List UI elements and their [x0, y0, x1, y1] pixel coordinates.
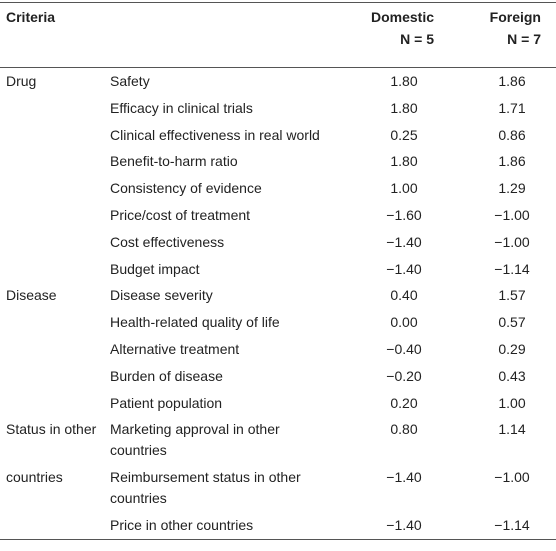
criterion: Safety	[110, 73, 150, 89]
criterion: Alternative treatment	[110, 340, 240, 357]
criterion: Burden of disease	[110, 367, 223, 384]
table-row: Cost effectiveness −1.40 −1.00	[0, 229, 556, 256]
domestic-value: 0.00	[390, 314, 418, 331]
domestic-value: 1.00	[390, 180, 418, 197]
criterion: Consistency of evidence	[110, 180, 262, 197]
domestic-value: −1.40	[386, 233, 422, 250]
table-row: Efficacy in clinical trials 1.80 1.71	[0, 95, 556, 122]
group-label: Status in other	[6, 421, 97, 438]
foreign-value: −1.14	[494, 260, 530, 277]
foreign-value: 1.57	[498, 287, 526, 304]
criterion: Benefit-to-harm ratio	[110, 153, 238, 170]
foreign-value: 1.29	[498, 180, 526, 197]
domestic-value: 1.80	[390, 99, 418, 116]
criterion: Reimbursement status in other countries	[110, 469, 301, 507]
foreign-value: −1.00	[494, 233, 530, 250]
domestic-value: 0.25	[390, 126, 418, 143]
criterion: Health-related quality of life	[110, 314, 280, 331]
table-row: Health-related quality of life 0.00 0.57	[0, 309, 556, 336]
foreign-value: 0.57	[498, 314, 526, 331]
table-body: Drug Safety 1.80 1.86 Efficacy in clinical t…	[0, 68, 556, 539]
foreign-value: 0.86	[498, 126, 526, 143]
foreign-value: 1.86	[498, 153, 526, 170]
table-row: Price/cost of treatment −1.60 −1.00	[0, 202, 556, 229]
domestic-value: 0.40	[390, 287, 418, 304]
foreign-value: 1.00	[498, 394, 526, 411]
foreign-value: 0.29	[498, 340, 526, 357]
foreign-value: 1.71	[498, 99, 526, 116]
criterion: Patient population	[110, 394, 223, 411]
domestic-value: −1.40	[386, 260, 422, 277]
header-foreign-n: N = 7	[507, 31, 541, 47]
criterion: Budget impact	[110, 260, 200, 277]
domestic-value: −1.40	[386, 469, 422, 486]
domestic-value: 1.80	[390, 153, 418, 170]
domestic-value: 0.80	[390, 421, 418, 438]
criterion: Disease severity	[110, 287, 213, 304]
table-header: Criteria Domestic N = 5 Foreign N = 7	[0, 3, 556, 68]
criterion: Cost effectiveness	[110, 233, 225, 250]
table-row: Patient population 0.20 1.00	[0, 390, 556, 417]
criterion: Price in other countries	[110, 517, 254, 534]
criterion: Clinical effectiveness in real world	[110, 126, 320, 143]
group-label: countries	[6, 469, 63, 486]
domestic-value: −1.60	[386, 206, 422, 223]
foreign-value: −1.14	[494, 517, 530, 534]
table-row: Clinical effectiveness in real world 0.25…	[0, 122, 556, 149]
table-row: Benefit-to-harm ratio 1.80 1.86	[0, 148, 556, 175]
foreign-value: −1.00	[494, 206, 530, 223]
table-row: Budget impact −1.40 −1.14	[0, 256, 556, 283]
header-domestic: Domestic	[370, 9, 434, 25]
foreign-value: 1.86	[498, 73, 526, 89]
foreign-value: 1.14	[498, 421, 526, 438]
table-row: Consistency of evidence 1.00 1.29	[0, 175, 556, 202]
criterion: Marketing approval in other countries	[110, 421, 280, 459]
criterion: Price/cost of treatment	[110, 206, 251, 223]
header-domestic-n: N = 5	[400, 31, 434, 47]
table-row: Burden of disease −0.20 0.43	[0, 363, 556, 390]
table-row: Drug Safety 1.80 1.86	[0, 68, 556, 95]
table: Criteria Domestic N = 5 Foreign N = 7 Dr…	[0, 2, 556, 541]
domestic-value: 1.80	[390, 73, 418, 89]
domestic-value: 0.20	[390, 394, 418, 411]
table-row: Price in other countries −1.40 −1.14	[0, 512, 556, 539]
domestic-value: −1.40	[386, 517, 422, 534]
header-foreign: Foreign	[489, 9, 541, 25]
domestic-value: −0.40	[386, 340, 422, 357]
criterion: Efficacy in clinical trials	[110, 99, 253, 116]
domestic-value: −0.20	[386, 367, 422, 384]
foreign-value: −1.00	[494, 469, 530, 486]
table-row: countries Reimbursement status in other c…	[0, 464, 556, 512]
header-criteria: Criteria	[6, 9, 56, 25]
table-row: Disease Disease severity 0.40 1.57	[0, 282, 556, 309]
group-label: Drug	[6, 73, 37, 89]
foreign-value: 0.43	[498, 367, 526, 384]
group-label: Disease	[6, 287, 57, 304]
table-row: Alternative treatment −0.40 0.29	[0, 336, 556, 363]
table-row: Status in other Marketing approval in oth…	[0, 416, 556, 464]
